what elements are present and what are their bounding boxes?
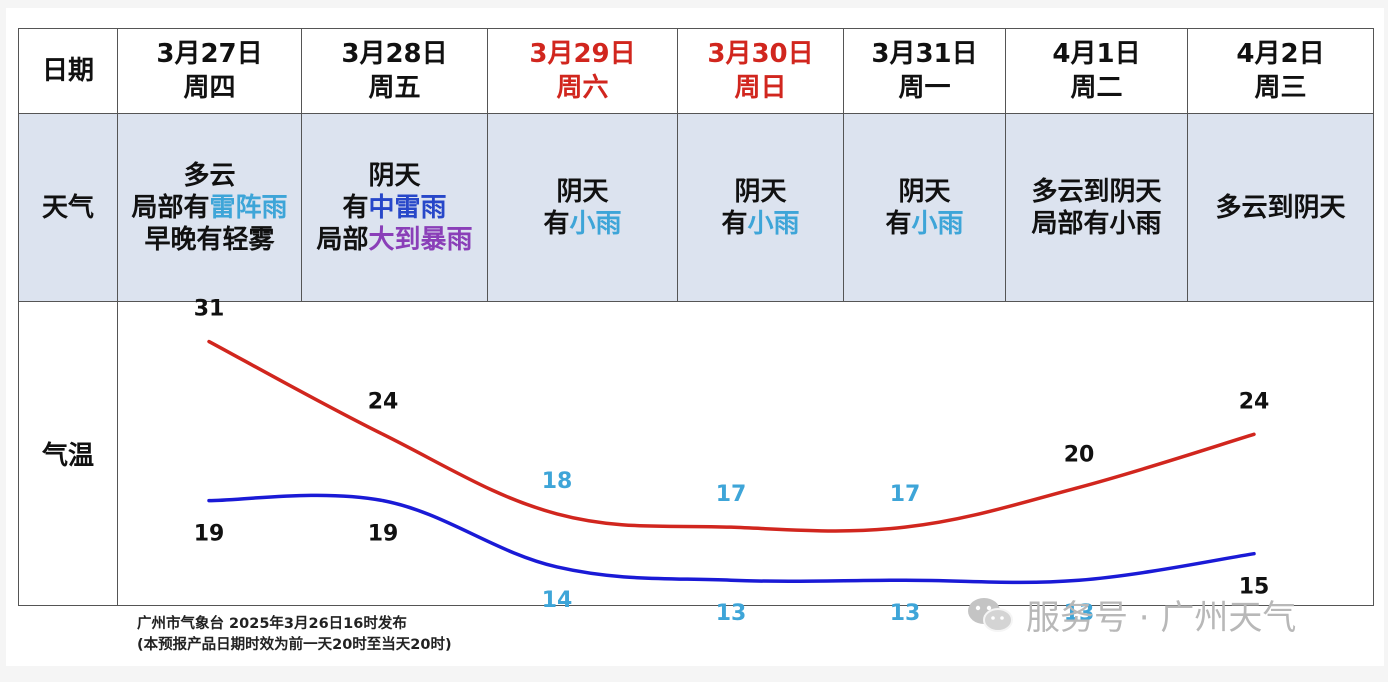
weekday-label: 周一 [898, 73, 951, 103]
weather-line: 多云 [118, 160, 301, 192]
weekday-label: 周六 [556, 73, 609, 103]
date-label: 3月28日 [341, 39, 448, 69]
weather-text: 阴天 [556, 176, 609, 207]
weather-line: 有小雨 [844, 208, 1005, 240]
weather-text: 早晚有轻雾 [144, 224, 275, 255]
weather-text: 有 [721, 208, 748, 239]
weather-cell: 阴天 有小雨 [677, 113, 844, 302]
weather-text: 有 [543, 208, 570, 239]
date-row: 日期 3月27日 周四 3月28日 周五 3月29日 周六 3月30日 周日 3月31日 周一 4月… [18, 28, 1374, 114]
weather-line: 多云到阴天 [1188, 192, 1373, 224]
weather-line: 早晚有轻雾 [118, 224, 301, 256]
watermark-text: 服务号 · 广州天气 [1026, 598, 1297, 638]
footer-note: (本预报产品日期时效为前一天20时至当天20时) [137, 637, 452, 653]
date-cell: 3月27日周四 [117, 28, 302, 114]
date-label: 3月31日 [871, 39, 978, 69]
date-label: 3月29日 [529, 39, 636, 69]
weather-line: 阴天 [678, 176, 843, 208]
weather-text: 小雨 [569, 208, 622, 239]
weather-line: 局部大到暴雨 [302, 224, 487, 256]
weather-row: 天气 多云 局部有雷阵雨 早晚有轻雾 阴天 有中雷雨 局部大到暴雨 阴天 有小雨 阴天 有小雨 阴天… [18, 113, 1374, 302]
weather-line: 多云到阴天 [1006, 176, 1187, 208]
weather-text: 多云 [183, 160, 236, 191]
weather-text: 有 [885, 208, 912, 239]
weather-text: 中雷雨 [368, 192, 447, 223]
date-cell: 3月31日周一 [843, 28, 1006, 114]
weather-line: 有小雨 [488, 208, 677, 240]
weather-text: 大到暴雨 [368, 224, 473, 255]
weekday-label: 周日 [734, 73, 787, 103]
temperature-chart-area [117, 301, 1374, 606]
date-label: 4月2日 [1236, 39, 1325, 69]
row-header-weather: 天气 [18, 113, 118, 302]
weather-text: 小雨 [747, 208, 800, 239]
date-cell: 4月1日周二 [1005, 28, 1188, 114]
weather-cell: 多云到阴天 [1187, 113, 1374, 302]
date-label: 4月1日 [1052, 39, 1141, 69]
weather-cell: 多云 局部有雷阵雨 早晚有轻雾 [117, 113, 302, 302]
weather-line: 局部有小雨 [1006, 208, 1187, 240]
weather-text: 多云到阴天 [1031, 176, 1162, 207]
date-label: 3月30日 [707, 39, 814, 69]
footer-issuer: 广州市气象台 2025年3月26日16时发布 [137, 616, 407, 632]
date-cell: 3月29日周六 [487, 28, 678, 114]
weather-text: 雷阵雨 [209, 192, 288, 223]
weather-text: 多云到阴天 [1215, 192, 1346, 223]
weather-cell: 阴天 有小雨 [843, 113, 1006, 302]
temperature-row: 气温 [18, 301, 1374, 606]
footer: 广州市气象台 2025年3月26日16时发布 (本预报产品日期时效为前一天20时… [137, 614, 452, 656]
weather-cell: 阴天 有小雨 [487, 113, 678, 302]
weather-line: 阴天 [844, 176, 1005, 208]
watermark: 服务号 · 广州天气 [966, 590, 1296, 639]
weather-text: 阴天 [898, 176, 951, 207]
weekday-label: 周五 [368, 73, 421, 103]
weather-text: 局部有 [131, 192, 210, 223]
date-cell: 3月28日周五 [301, 28, 488, 114]
weather-text: 小雨 [911, 208, 964, 239]
weather-line: 阴天 [488, 176, 677, 208]
weekday-label: 周三 [1254, 73, 1307, 103]
weather-line: 有中雷雨 [302, 192, 487, 224]
weekday-label: 周二 [1070, 73, 1123, 103]
weather-cell: 多云到阴天 局部有小雨 [1005, 113, 1188, 302]
row-header-date: 日期 [18, 28, 118, 114]
date-cell: 4月2日周三 [1187, 28, 1374, 114]
weather-text: 阴天 [368, 160, 421, 191]
weekday-label: 周四 [183, 73, 236, 103]
weather-line: 阴天 [302, 160, 487, 192]
date-label: 3月27日 [156, 39, 263, 69]
date-cell: 3月30日周日 [677, 28, 844, 114]
row-header-temperature: 气温 [18, 301, 118, 606]
weather-cell: 阴天 有中雷雨 局部大到暴雨 [301, 113, 488, 302]
weather-text: 有 [342, 192, 369, 223]
weather-text: 局部有小雨 [1031, 208, 1162, 239]
weather-line: 有小雨 [678, 208, 843, 240]
weather-text: 局部 [316, 224, 369, 255]
weather-text: 阴天 [734, 176, 787, 207]
wechat-icon [966, 595, 1014, 635]
weather-line: 局部有雷阵雨 [118, 192, 301, 224]
forecast-table: 日期 3月27日 周四 3月28日 周五 3月29日 周六 3月30日 周日 3月31日 周一 4月… [18, 28, 1374, 606]
